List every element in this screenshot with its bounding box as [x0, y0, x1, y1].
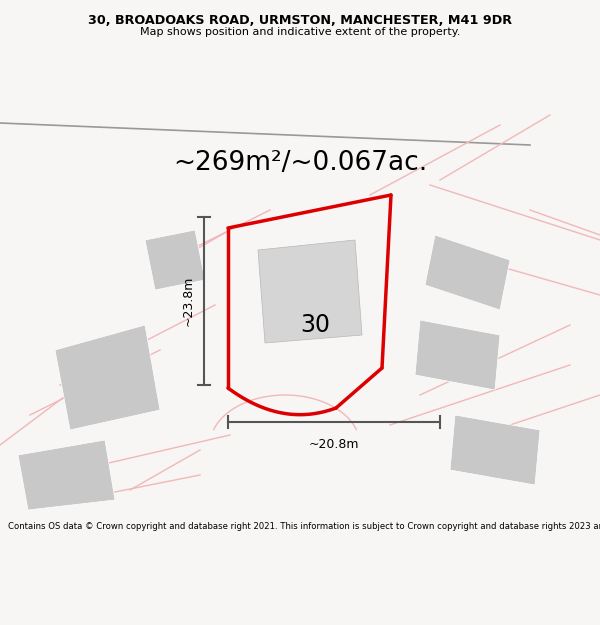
Text: 30, BROADOAKS ROAD, URMSTON, MANCHESTER, M41 9DR: 30, BROADOAKS ROAD, URMSTON, MANCHESTER,…: [88, 14, 512, 27]
Polygon shape: [425, 235, 510, 310]
Polygon shape: [55, 325, 160, 430]
Text: Map shows position and indicative extent of the property.: Map shows position and indicative extent…: [140, 28, 460, 38]
Polygon shape: [450, 415, 540, 485]
Text: 30: 30: [300, 313, 330, 337]
Text: ~23.8m: ~23.8m: [182, 276, 194, 326]
Polygon shape: [18, 440, 115, 510]
Text: ~20.8m: ~20.8m: [309, 438, 359, 451]
Polygon shape: [258, 240, 362, 343]
Polygon shape: [415, 320, 500, 390]
Polygon shape: [145, 230, 205, 290]
Text: ~269m²/~0.067ac.: ~269m²/~0.067ac.: [173, 150, 427, 176]
Text: Contains OS data © Crown copyright and database right 2021. This information is : Contains OS data © Crown copyright and d…: [8, 522, 600, 531]
